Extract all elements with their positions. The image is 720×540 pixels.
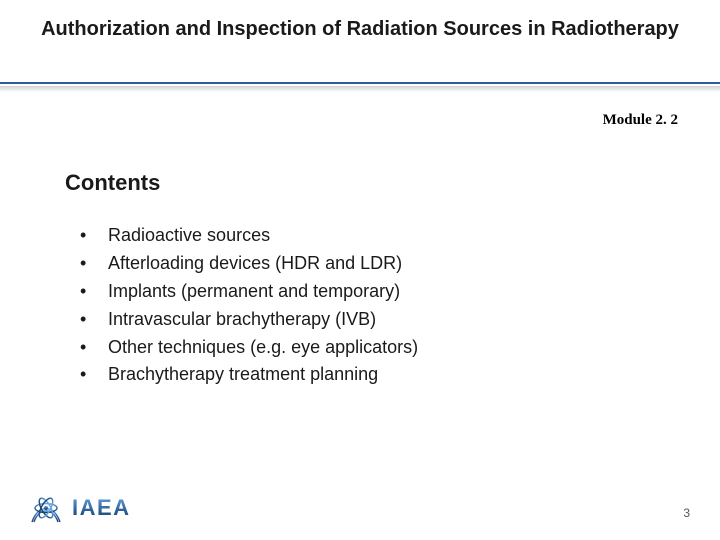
list-item: Intravascular brachytherapy (IVB) <box>80 306 418 334</box>
list-item: Afterloading devices (HDR and LDR) <box>80 250 418 278</box>
iaea-logo: IAEA <box>28 490 131 526</box>
list-item: Brachytherapy treatment planning <box>80 361 418 389</box>
list-item: Other techniques (e.g. eye applicators) <box>80 334 418 362</box>
header-divider <box>0 82 720 92</box>
list-item: Radioactive sources <box>80 222 418 250</box>
bullet-list: Radioactive sources Afterloading devices… <box>80 222 418 389</box>
page-number: 3 <box>683 506 690 520</box>
bullet-text: Brachytherapy treatment planning <box>108 364 378 384</box>
title-band: Authorization and Inspection of Radiatio… <box>0 11 720 48</box>
iaea-wordmark: IAEA <box>72 495 131 521</box>
bullet-text: Other techniques (e.g. eye applicators) <box>108 337 418 357</box>
section-heading: Contents <box>65 170 160 196</box>
module-label: Module 2. 2 <box>603 112 678 129</box>
slide: Authorization and Inspection of Radiatio… <box>0 0 720 540</box>
slide-title: Authorization and Inspection of Radiatio… <box>30 17 690 42</box>
footer: IAEA 3 <box>0 482 720 526</box>
bullet-text: Radioactive sources <box>108 225 270 245</box>
list-item: Implants (permanent and temporary) <box>80 278 418 306</box>
divider-shadow <box>0 86 720 92</box>
bullet-text: Intravascular brachytherapy (IVB) <box>108 309 376 329</box>
bullet-text: Afterloading devices (HDR and LDR) <box>108 253 402 273</box>
divider-line <box>0 82 720 84</box>
iaea-emblem-icon <box>28 490 64 526</box>
bullet-text: Implants (permanent and temporary) <box>108 281 400 301</box>
